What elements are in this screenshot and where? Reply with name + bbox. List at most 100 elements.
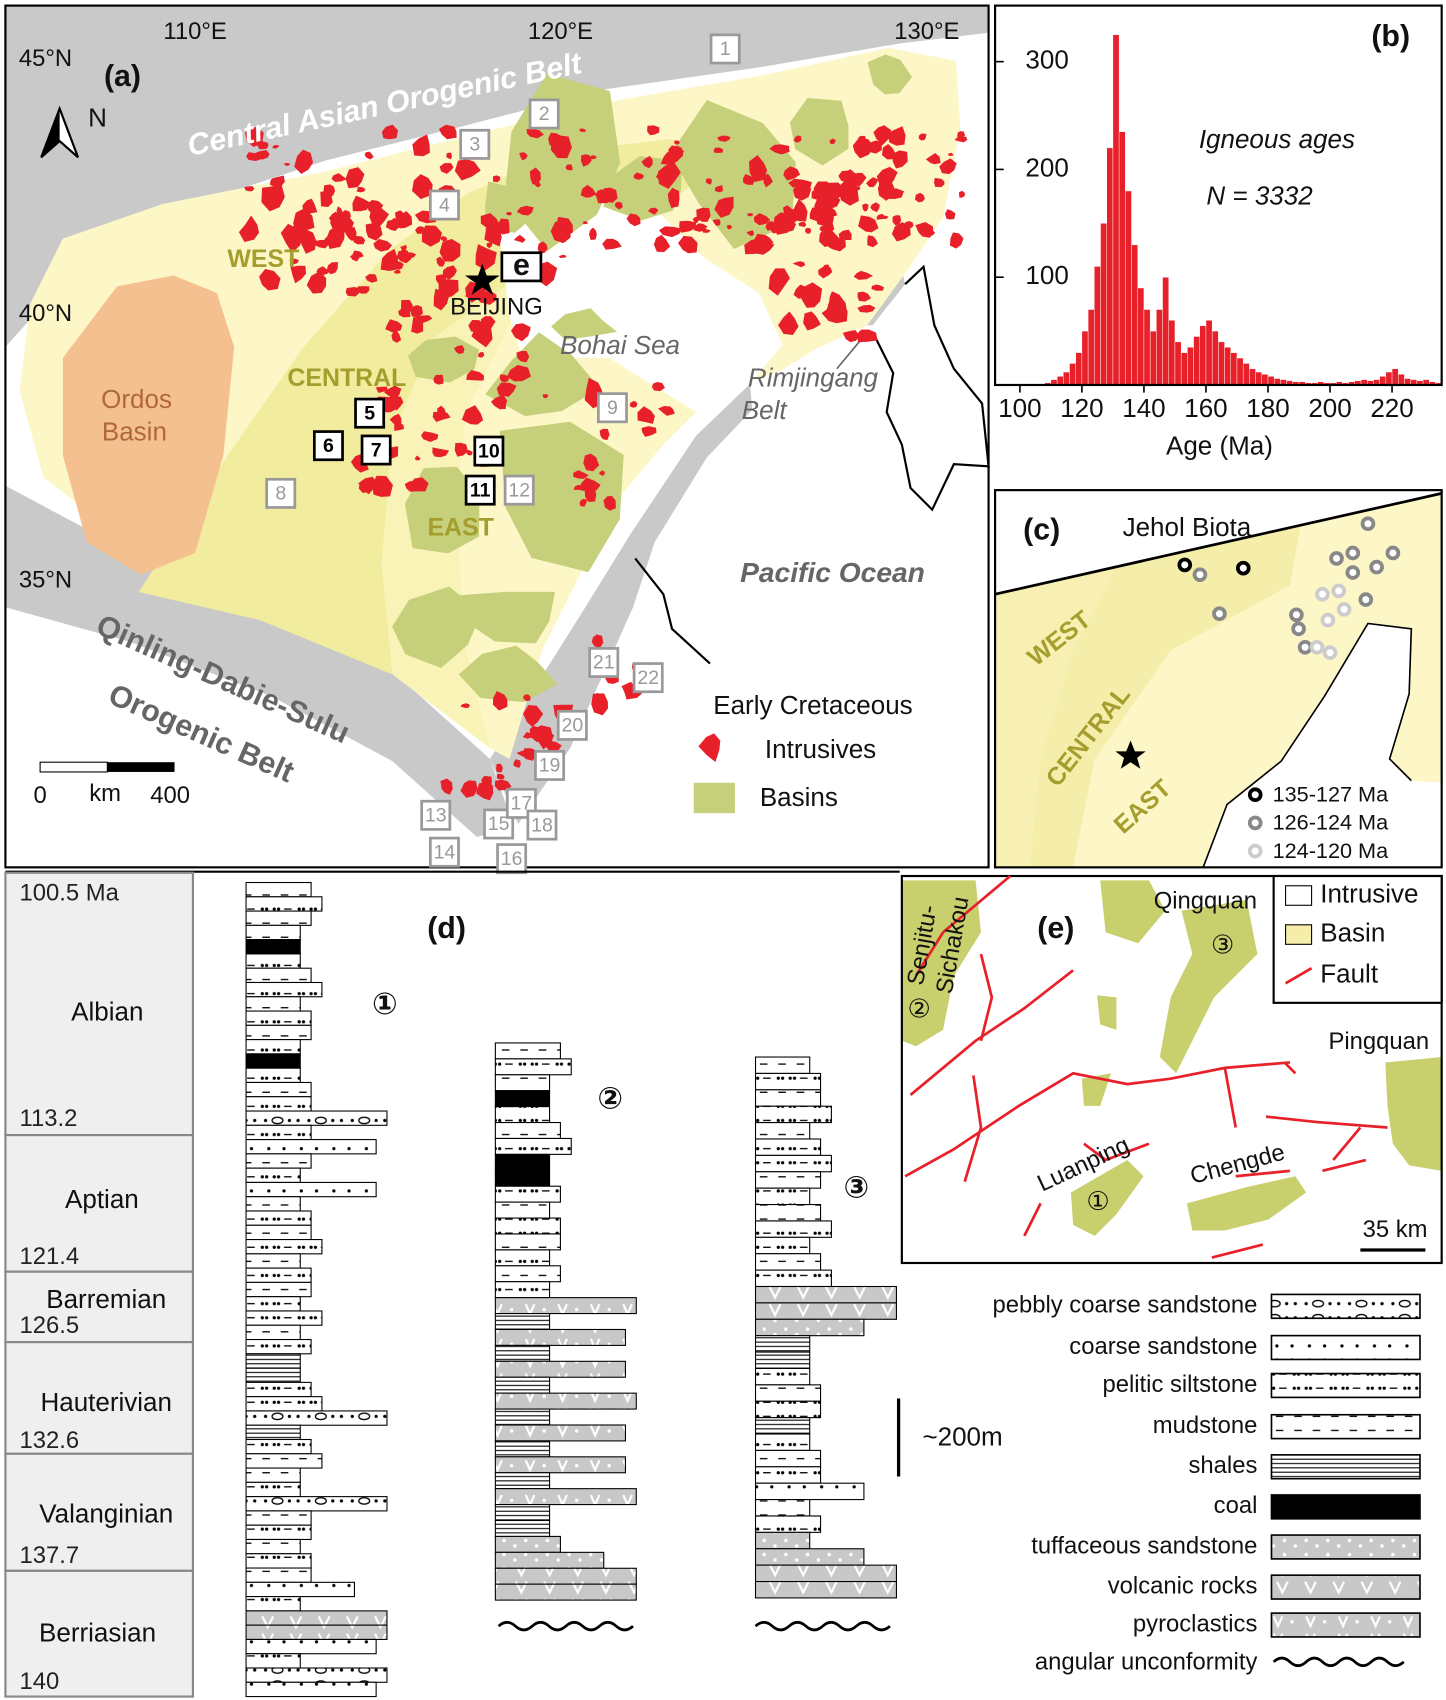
- map-label: Intrusives: [765, 734, 876, 764]
- basin: [484, 181, 535, 233]
- layer: [494, 1281, 551, 1299]
- intrusive: [466, 449, 473, 456]
- bar: [1075, 352, 1083, 386]
- map-label: Basins: [760, 782, 838, 812]
- intrusive: [414, 455, 421, 461]
- layer: [245, 1653, 301, 1669]
- panel-label: (a): [104, 60, 141, 93]
- intrusive: [714, 185, 723, 193]
- section-label: ②: [908, 993, 931, 1023]
- intrusive: [496, 774, 505, 780]
- bar: [1211, 330, 1219, 386]
- layer: [494, 1519, 551, 1537]
- layer: [754, 1154, 832, 1173]
- stage-box: [4, 1452, 195, 1572]
- intrusive: [529, 167, 541, 185]
- legend-marker: [1247, 815, 1263, 831]
- unconformity: [1272, 1656, 1405, 1668]
- bar: [1100, 223, 1107, 386]
- layer: [245, 1296, 301, 1312]
- intrusive: [589, 227, 597, 241]
- intrusive: [595, 189, 615, 200]
- intrusive: [579, 498, 588, 507]
- layer: [494, 1233, 561, 1251]
- panel-label: (e): [1037, 912, 1074, 945]
- intrusive: [853, 270, 873, 280]
- layer: [494, 1313, 551, 1331]
- bar: [1230, 352, 1238, 386]
- x-tick-label: 200: [1308, 393, 1351, 423]
- layer: [245, 1596, 301, 1612]
- intrusive: [440, 235, 448, 242]
- intrusive: [304, 205, 311, 212]
- locality: [1289, 607, 1304, 623]
- intrusive: [513, 759, 521, 768]
- craton-central: [138, 138, 718, 675]
- stage-box: [4, 1341, 195, 1455]
- intrusive: [290, 265, 307, 284]
- intrusive: [558, 254, 567, 258]
- column-label: ②: [597, 1082, 623, 1115]
- layer: [754, 1056, 811, 1074]
- layer: [754, 1564, 897, 1583]
- map-label: 130°E: [894, 18, 959, 45]
- intrusive: [818, 266, 833, 279]
- layer: [494, 1217, 561, 1235]
- map-label: Basin: [102, 417, 167, 447]
- fault: [909, 969, 1074, 1097]
- intrusive: [653, 234, 671, 253]
- intrusive: [404, 481, 422, 492]
- layer: [494, 1488, 637, 1506]
- layer: [754, 1285, 897, 1304]
- intrusive: [857, 304, 876, 313]
- intrusive: [826, 293, 848, 321]
- layer: [754, 1367, 811, 1386]
- fault: [1283, 1061, 1297, 1075]
- layer: [754, 1482, 865, 1501]
- site-label: 5: [364, 402, 375, 424]
- bar: [1168, 320, 1176, 386]
- layer: [245, 1067, 301, 1084]
- legend-label: coarse sandstone: [1069, 1333, 1257, 1360]
- layer: [754, 1384, 822, 1402]
- legend-swatch: [1270, 1454, 1421, 1480]
- legend-intrusive: [1285, 885, 1313, 906]
- bar: [1149, 330, 1157, 386]
- intrusive: [314, 239, 329, 249]
- intrusive: [647, 125, 660, 136]
- intrusive: [918, 133, 927, 141]
- fault: [904, 1061, 1291, 1178]
- intrusive: [432, 411, 451, 423]
- map-label: Belt: [742, 395, 789, 425]
- site-box: [473, 435, 505, 467]
- intrusive: [870, 202, 880, 213]
- layer: [754, 1433, 811, 1451]
- intrusive: [815, 211, 834, 227]
- intrusive: [633, 172, 645, 180]
- scale-bar: [39, 761, 108, 773]
- basin: [485, 332, 600, 417]
- locality: [1385, 545, 1401, 561]
- panel-b: 100 200 300 100 120 140 160 180 200 220 Age (Ma) (b…: [993, 4, 1443, 461]
- intrusive: [765, 221, 776, 231]
- layer: [245, 953, 301, 969]
- bar: [1081, 330, 1089, 386]
- bar: [1180, 352, 1188, 386]
- coastline: [874, 264, 990, 512]
- bar: [1137, 287, 1145, 386]
- intrusive: [385, 319, 403, 333]
- site-label: 18: [531, 814, 553, 836]
- bar: [1398, 373, 1405, 386]
- intrusive: [657, 406, 675, 416]
- site-box: [588, 647, 620, 678]
- intrusive: [915, 221, 934, 238]
- layer: [494, 1074, 551, 1092]
- panel-d: 100.5 Ma 113.2 121.4 126.5 132.6 137.7 140 Albi…: [4, 870, 1421, 1698]
- intrusive: [838, 174, 849, 179]
- site-label: 1: [720, 38, 731, 60]
- layer: [494, 1328, 626, 1346]
- intrusive: [460, 780, 478, 798]
- layer: [245, 1510, 312, 1526]
- boundary: [994, 492, 1442, 596]
